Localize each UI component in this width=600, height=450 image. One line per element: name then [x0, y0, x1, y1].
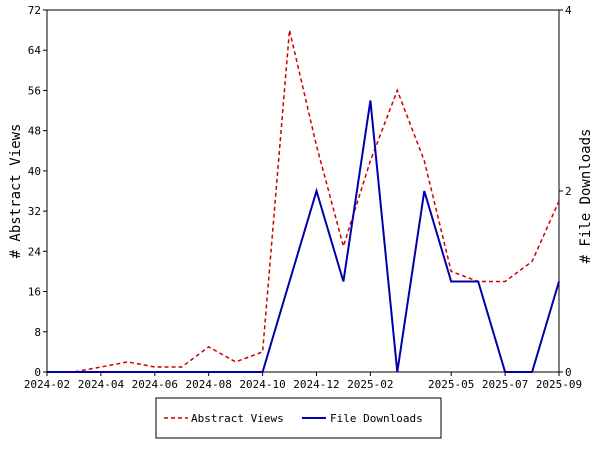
- legend-label-file-downloads: File Downloads: [330, 412, 423, 425]
- y-right-tick-label: 0: [565, 366, 572, 379]
- y-left-tick-label: 40: [28, 165, 41, 178]
- x-tick-label: 2025-02: [347, 378, 393, 391]
- y-left-tick-label: 32: [28, 205, 41, 218]
- x-tick-label: 2024-08: [186, 378, 232, 391]
- series-layer: [47, 29, 560, 373]
- x-tick-label: 2024-02: [24, 378, 70, 391]
- x-tick-label: 2024-12: [293, 378, 339, 391]
- y-left-tick-label: 24: [28, 245, 42, 258]
- legend-box: [155, 397, 442, 439]
- x-tick-label: 2025-09: [536, 378, 582, 391]
- y-right-tick-label: 2: [565, 185, 572, 198]
- y-left-tick-label: 8: [34, 326, 41, 339]
- y-left-axis-title: # Abstract Views: [8, 124, 24, 259]
- x-tick-label: 2024-06: [132, 378, 178, 391]
- x-tick-label: 2025-07: [482, 378, 528, 391]
- y-left-tick-label: 0: [34, 366, 41, 379]
- y-left-tick-label: 16: [28, 286, 41, 299]
- series-line-file-downloads: [47, 100, 560, 373]
- y-right-axis-title: # File Downloads: [578, 129, 594, 264]
- series-line-abstract-views: [47, 29, 560, 373]
- legend: Abstract Views File Downloads: [155, 397, 442, 439]
- legend-label-abstract-views: Abstract Views: [191, 412, 284, 425]
- y-left-tick-label: 64: [28, 44, 42, 57]
- x-tick-label: 2024-10: [239, 378, 285, 391]
- x-tick-label: 2025-05: [428, 378, 474, 391]
- y-left-tick-label: 56: [28, 84, 41, 97]
- y-left-tick-label: 72: [28, 4, 41, 17]
- x-tick-label: 2024-04: [78, 378, 125, 391]
- y-right-tick-label: 4: [565, 4, 572, 17]
- y-left-tick-label: 48: [28, 125, 41, 138]
